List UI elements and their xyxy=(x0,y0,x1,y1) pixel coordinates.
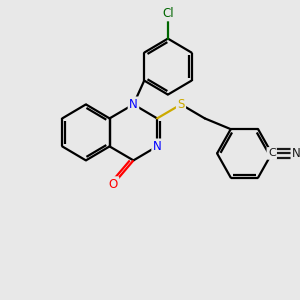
Text: N: N xyxy=(292,147,300,160)
Text: C: C xyxy=(268,148,276,158)
Text: N: N xyxy=(153,140,161,153)
Text: Cl: Cl xyxy=(162,7,174,20)
Text: O: O xyxy=(109,178,118,191)
Text: S: S xyxy=(177,98,185,111)
Text: N: N xyxy=(129,98,138,111)
